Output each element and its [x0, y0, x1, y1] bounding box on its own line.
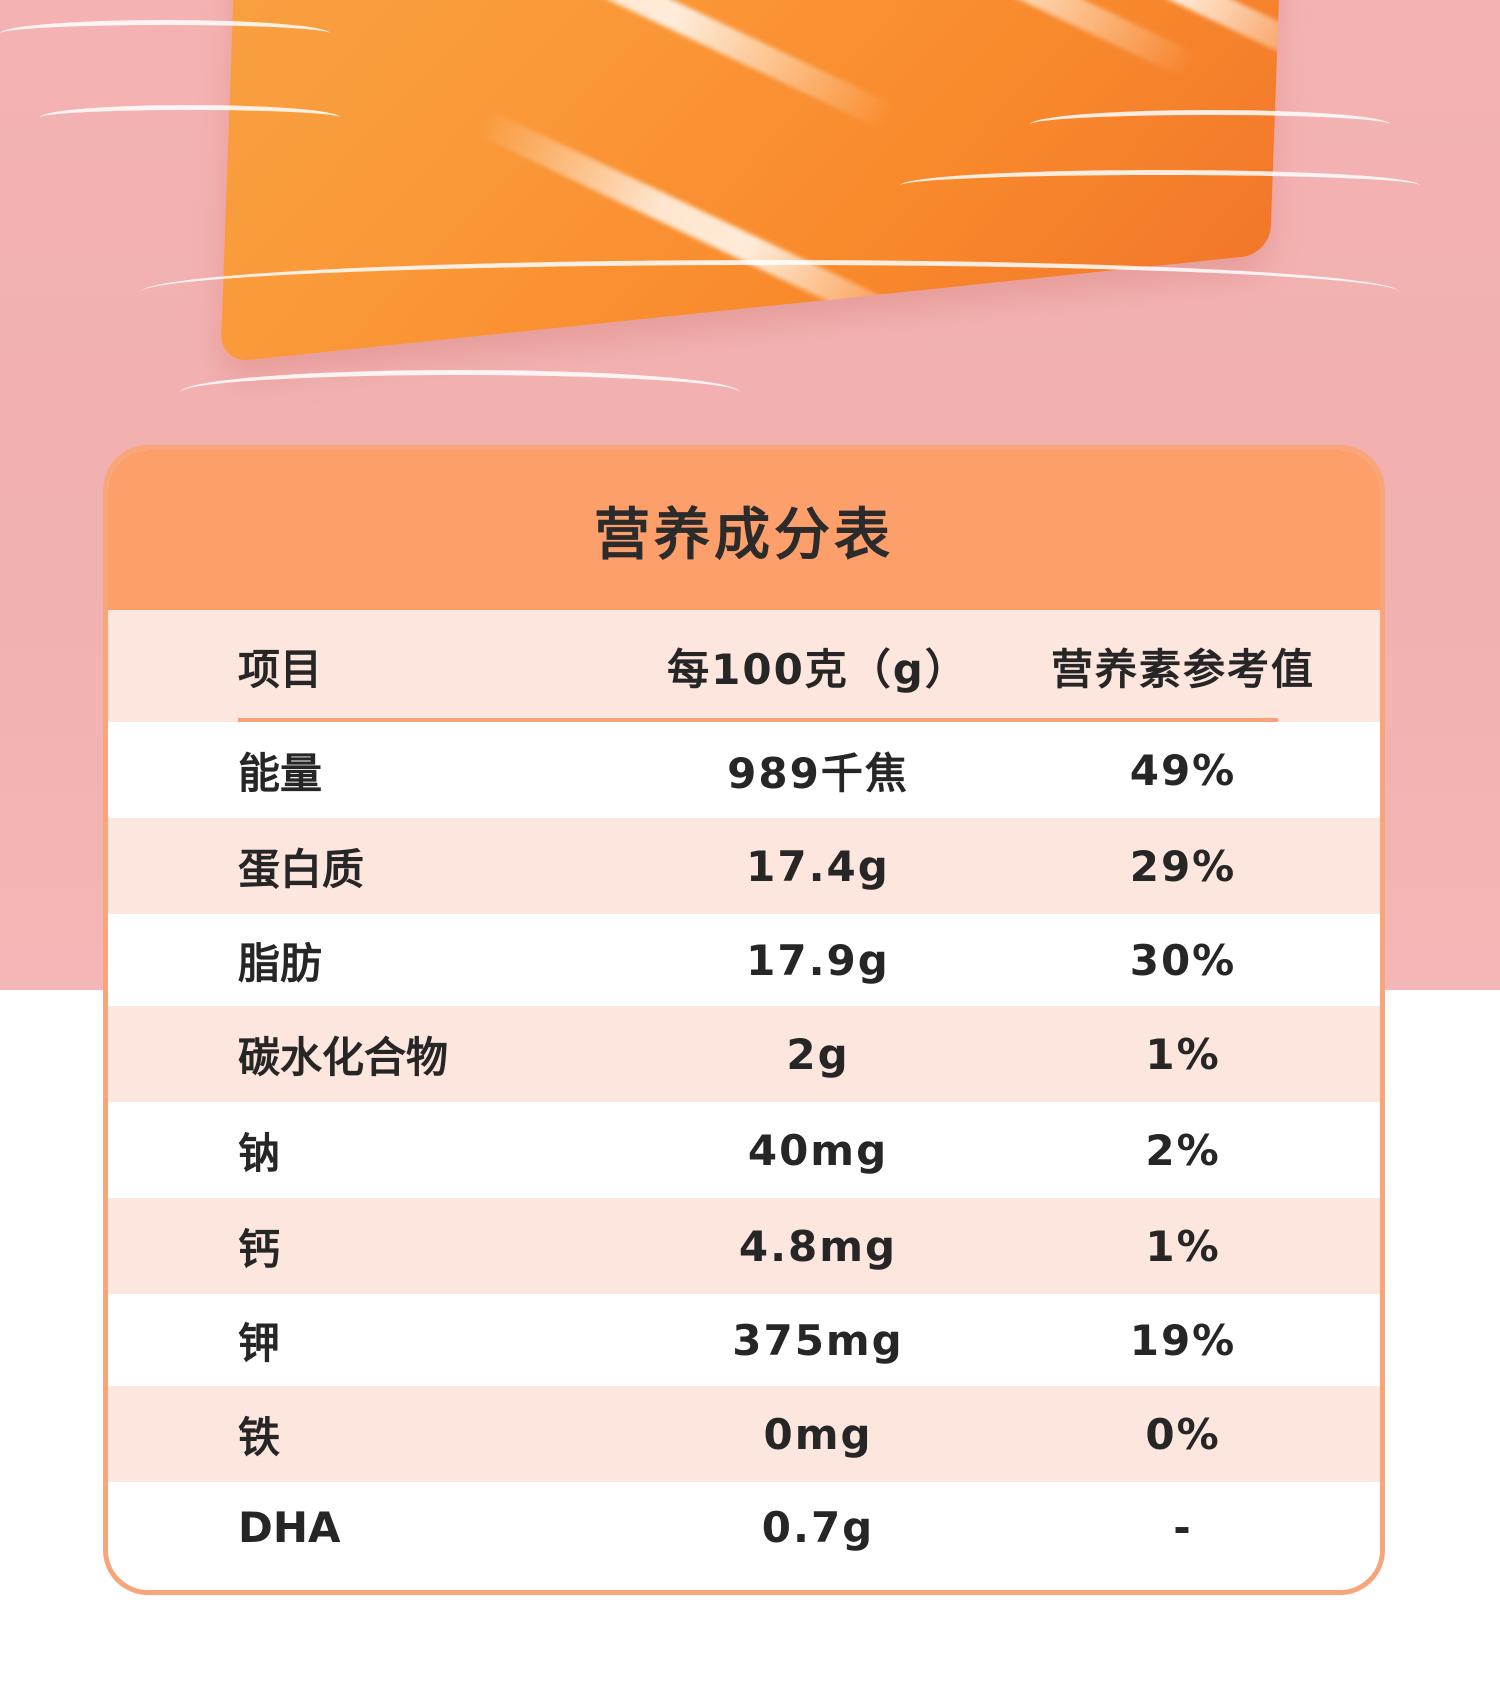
decorative-wave — [140, 260, 1400, 325]
decorative-wave — [40, 105, 340, 130]
table-row: 铁 0mg 0% — [108, 1386, 1380, 1482]
row-per100g: 0.7g — [761, 1502, 875, 1552]
row-per100g: 17.4g — [746, 841, 890, 891]
row-nrv: 30% — [1129, 935, 1237, 985]
row-per100g: 40mg — [747, 1125, 889, 1175]
row-per100g: 375mg — [732, 1315, 904, 1365]
row-nrv: 1% — [1145, 1029, 1221, 1079]
column-header-per100g: 每100克（g） — [667, 644, 969, 694]
row-nrv: 19% — [1129, 1315, 1237, 1365]
row-item: 脂肪 — [238, 938, 323, 988]
column-header-nrv: 营养素参考值 — [1050, 644, 1315, 694]
table-row: 钠 40mg 2% — [108, 1102, 1380, 1198]
row-item: 钠 — [238, 1128, 281, 1178]
decorative-wave — [0, 20, 330, 47]
card-header: 营养成分表 — [108, 450, 1380, 610]
column-header-item: 项目 — [238, 644, 323, 694]
table-row: 钙 4.8mg 1% — [108, 1198, 1380, 1294]
table-row: 钾 375mg 19% — [108, 1294, 1380, 1386]
nutrition-facts-card: 营养成分表 项目 每100克（g） 营养素参考值 能量 989千焦 49% 蛋白… — [103, 445, 1385, 1595]
table-row: 碳水化合物 2g 1% — [108, 1006, 1380, 1102]
row-per100g: 989千焦 — [727, 748, 909, 798]
row-item: 铁 — [238, 1412, 281, 1462]
row-nrv: 0% — [1145, 1409, 1221, 1459]
row-item: 钾 — [238, 1318, 281, 1368]
header-divider — [238, 718, 1278, 722]
table-row: 蛋白质 17.4g 29% — [108, 818, 1380, 914]
row-item: DHA — [238, 1502, 341, 1552]
row-per100g: 2g — [786, 1029, 850, 1079]
decorative-wave — [180, 370, 740, 415]
row-nrv: - — [1173, 1502, 1193, 1552]
table-row: 脂肪 17.9g 30% — [108, 914, 1380, 1006]
row-nrv: 49% — [1129, 745, 1237, 795]
row-item: 能量 — [238, 748, 323, 798]
table-row: DHA 0.7g - — [108, 1482, 1380, 1572]
table-header-row: 项目 每100克（g） 营养素参考值 — [108, 610, 1380, 722]
row-per100g: 0mg — [763, 1409, 873, 1459]
row-per100g: 4.8mg — [738, 1221, 898, 1271]
row-nrv: 1% — [1145, 1221, 1221, 1271]
row-item: 钙 — [238, 1224, 281, 1274]
row-nrv: 2% — [1145, 1125, 1221, 1175]
row-per100g: 17.9g — [746, 935, 890, 985]
row-item: 碳水化合物 — [238, 1032, 449, 1082]
row-nrv: 29% — [1129, 841, 1237, 891]
page-title: 营养成分表 — [594, 502, 894, 568]
table-row: 能量 989千焦 49% — [108, 722, 1380, 818]
decorative-wave — [1030, 110, 1390, 139]
decorative-wave — [900, 170, 1420, 201]
row-item: 蛋白质 — [238, 844, 365, 894]
